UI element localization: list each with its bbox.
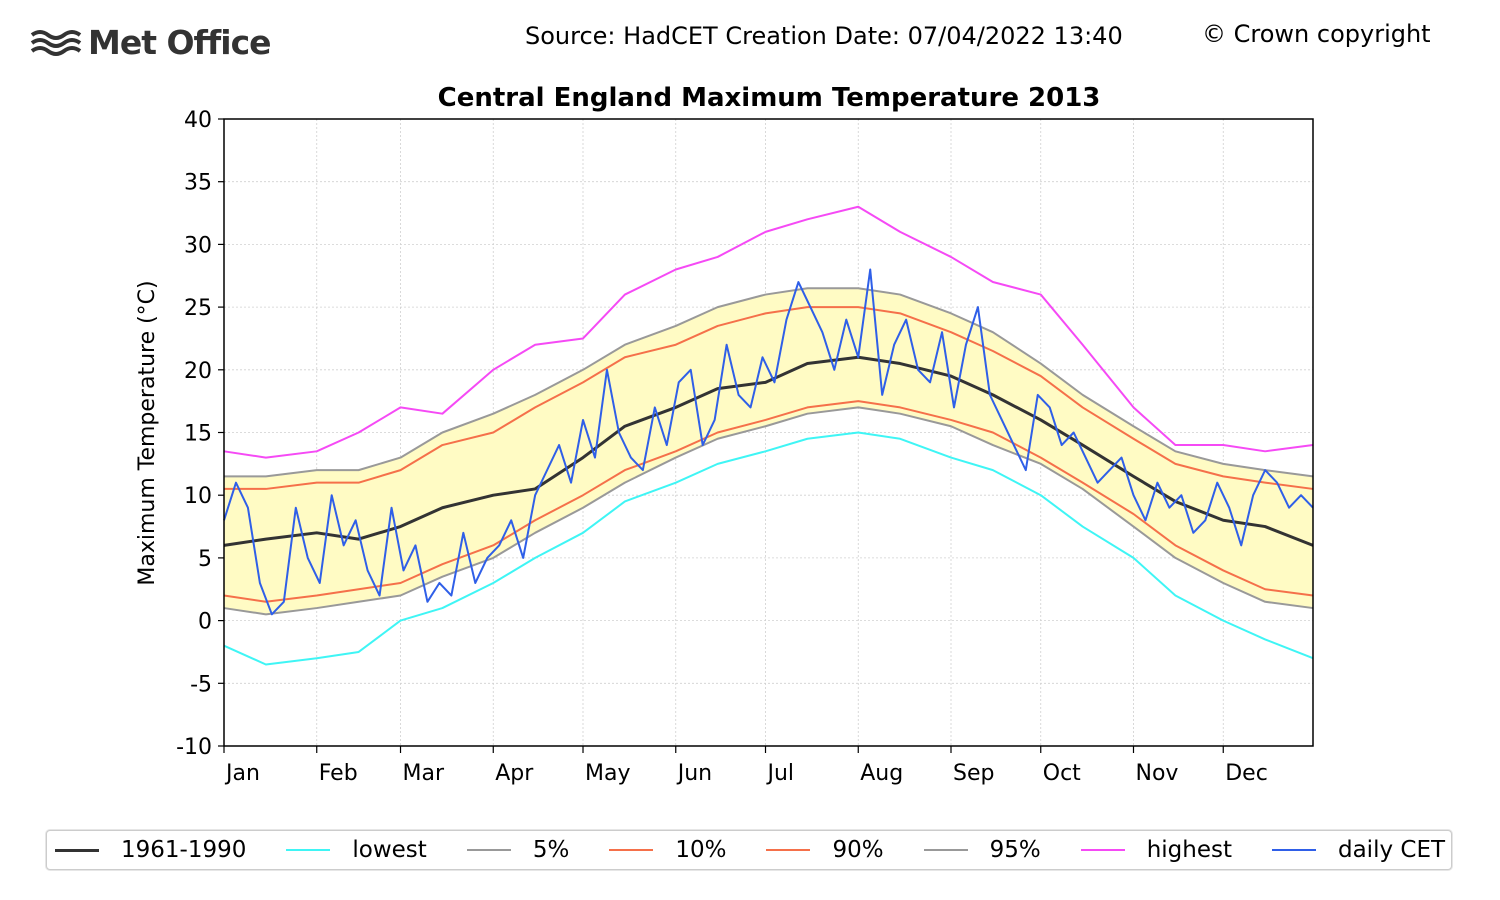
series-line-90- [224, 306, 1314, 490]
wave-logo-icon [30, 30, 82, 56]
temperature-chart: Central England Maximum Temperature 2013… [135, 83, 1314, 786]
series-line-lowest [223, 431, 1314, 666]
x-tick-label: Oct [1043, 761, 1081, 786]
y-axis: -10 -5 0 5 10 15 20 25 30 35 40 [176, 108, 224, 760]
legend-swatch [286, 849, 331, 851]
x-tick-label: Sep [953, 761, 994, 786]
x-tick-label: Jan [224, 761, 260, 786]
band-area [224, 288, 1313, 615]
series-line-1961-1990 [223, 355, 1314, 547]
legend-item: daily CET [1271, 830, 1485, 870]
legend-swatch [1080, 849, 1125, 851]
met-office-logo: Met Office [30, 22, 272, 62]
legend-swatch [55, 848, 99, 852]
x-tick-label: Mar [403, 761, 445, 786]
copyright-text: © Crown copyright [1202, 20, 1431, 48]
y-tick-label: -10 [176, 735, 212, 760]
legend-item: lowest [286, 830, 466, 870]
grid-lines [223, 118, 1313, 747]
y-tick-label: 35 [184, 171, 212, 196]
legend-swatch [1271, 849, 1316, 851]
y-axis-title: Maximum Temperature (°C) [135, 280, 160, 585]
legend-label: 95% [989, 837, 1041, 863]
x-axis: Jan Feb Mar Apr May Jun Jul Aug Sep Oct Nov Dec [223, 746, 1268, 786]
y-tick-label: -5 [190, 672, 212, 697]
x-tick-label: Feb [319, 761, 358, 786]
legend-label: daily CET [1337, 837, 1446, 863]
series-line-10- [223, 400, 1314, 603]
legend-swatch [766, 849, 811, 851]
percentile-band [224, 288, 1313, 615]
legend-item: 95% [923, 830, 1081, 870]
legend-item: 10% [609, 830, 766, 870]
series-line-5- [223, 406, 1314, 616]
legend-item: 5% [466, 830, 610, 870]
y-tick-label: 5 [198, 547, 212, 572]
series-line-95- [224, 287, 1314, 478]
y-tick-label: 30 [184, 233, 212, 258]
legend-swatch [466, 849, 511, 851]
legend-swatch [609, 849, 654, 851]
x-tick-label: Apr [495, 761, 534, 786]
legend-item: highest [1080, 830, 1272, 870]
x-tick-label: Aug [860, 761, 903, 786]
y-tick-label: 25 [184, 296, 212, 321]
x-tick-label: May [585, 761, 630, 786]
y-tick-label: 20 [184, 359, 212, 384]
y-tick-label: 15 [184, 422, 212, 447]
series-line-highest [223, 205, 1314, 459]
x-tick-label: Jun [676, 761, 712, 786]
legend-label: lowest [352, 837, 427, 863]
y-tick-label: 40 [184, 108, 212, 133]
y-tick-label: 10 [184, 484, 212, 509]
x-tick-label: Jul [766, 761, 795, 786]
x-tick-label: Dec [1225, 761, 1268, 786]
legend-label: 5% [532, 837, 570, 863]
legend-swatch [923, 849, 968, 851]
legend-label: highest [1146, 837, 1232, 863]
legend-label: 90% [832, 837, 884, 863]
series-lines [223, 205, 1314, 666]
source-text: Source: HadCET Creation Date: 07/04/2022… [525, 22, 1123, 50]
legend-label: 10% [675, 837, 727, 863]
legend: 1961-1990 lowest 5% 10% 90% 95% highest daily C… [46, 830, 1452, 870]
x-tick-label: Nov [1135, 761, 1178, 786]
series-line-daily-cet [223, 268, 1314, 616]
y-tick-label: 0 [198, 610, 212, 635]
legend-item: 90% [766, 830, 923, 870]
chart-title: Central England Maximum Temperature 2013 [438, 83, 1101, 113]
legend-label: 1961-1990 [121, 837, 247, 863]
logo-text: Met Office [88, 22, 272, 62]
legend-item: 1961-1990 [55, 830, 286, 870]
